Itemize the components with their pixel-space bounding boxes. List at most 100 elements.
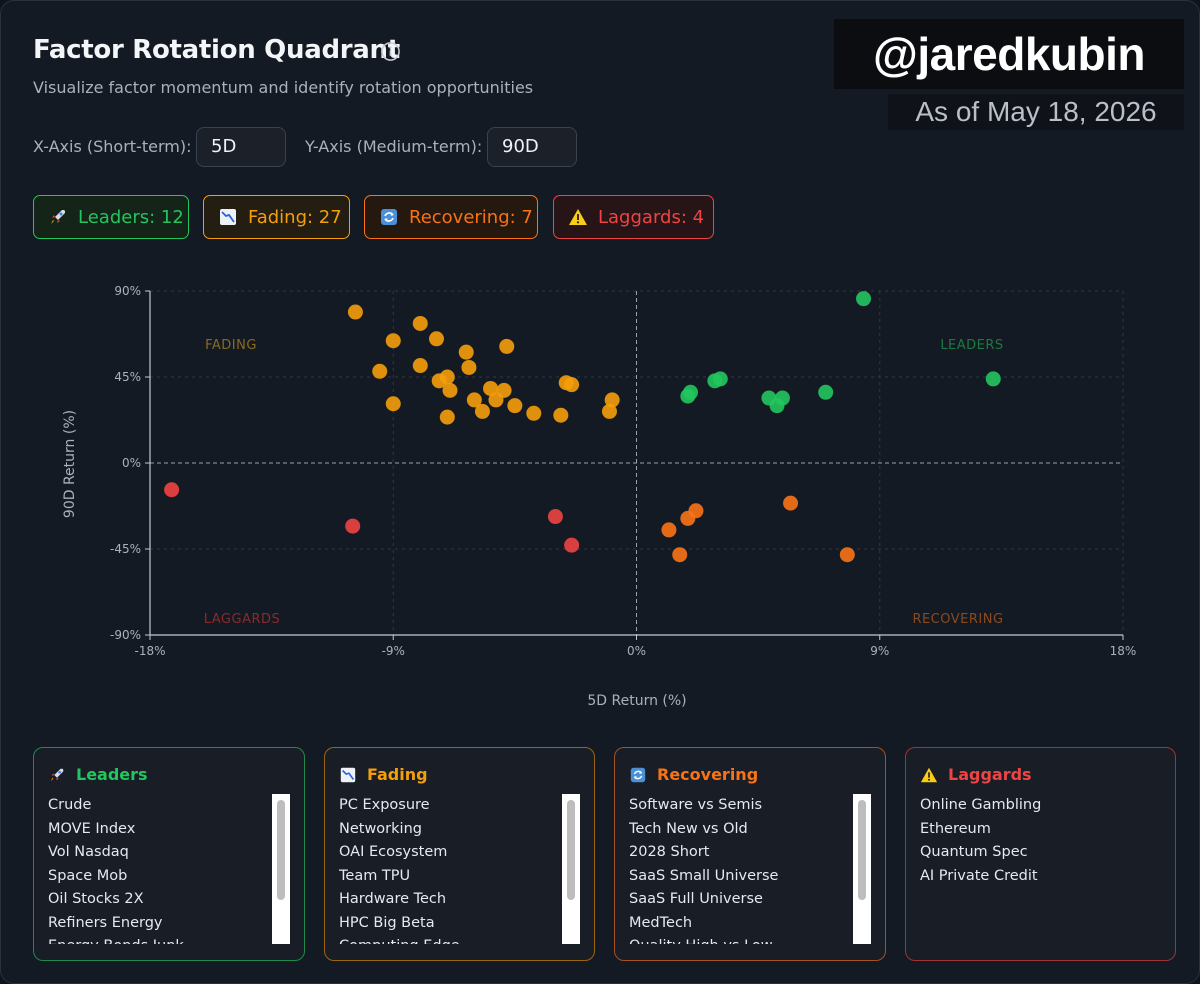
laggards-chip[interactable]: Laggards: 4 <box>553 195 714 239</box>
point-fading[interactable] <box>526 405 542 421</box>
quadrant-scatter-chart: FADING LEADERS LAGGARDS RECOVERING -18% -… <box>62 284 1136 709</box>
point-fading[interactable] <box>385 396 401 412</box>
list-item[interactable]: 2028 Short <box>629 844 710 860</box>
point-recovering[interactable] <box>680 510 696 526</box>
page-subtitle: Visualize factor momentum and identify r… <box>33 78 534 97</box>
x-axis-select[interactable]: 5D <box>196 127 286 167</box>
list-item[interactable]: PC Exposure <box>339 797 430 813</box>
list-item[interactable]: MOVE Index <box>48 820 136 837</box>
list-item[interactable]: Vol Nasdaq <box>48 844 129 860</box>
list-item[interactable]: Quantum Spec <box>920 844 1028 860</box>
point-fading[interactable] <box>385 333 401 349</box>
quadrant-label-leaders: LEADERS <box>940 338 1003 353</box>
fading-chip[interactable]: Fading: 27 <box>203 195 350 239</box>
list-item[interactable]: AI Private Credit <box>920 867 1038 884</box>
list-item[interactable]: Software vs Semis <box>629 797 763 813</box>
point-recovering[interactable] <box>661 522 677 538</box>
point-fading[interactable] <box>439 369 455 385</box>
axis-ticks: -18% -9% 0% 9% 18% 90% 45% 0% -45% -90% <box>110 284 1136 658</box>
quadrant-label-fading: FADING <box>205 338 257 353</box>
x-tick-label: -9% <box>382 644 405 658</box>
point-fading[interactable] <box>347 304 363 320</box>
point-fading[interactable] <box>488 392 504 408</box>
point-laggards[interactable] <box>345 518 361 534</box>
list-item[interactable]: Crude <box>48 797 92 813</box>
point-fading[interactable] <box>461 359 477 375</box>
point-fading[interactable] <box>439 409 455 425</box>
point-fading[interactable] <box>507 398 523 414</box>
point-fading[interactable] <box>412 358 428 374</box>
list-item[interactable]: OAI Ecosystem <box>339 844 448 860</box>
fading-list: PC Exposure Networking OAI Ecosystem Team T… <box>339 794 569 944</box>
fading-card-header: Fading <box>339 765 428 784</box>
refresh-icon <box>381 209 397 225</box>
point-fading[interactable] <box>474 403 490 419</box>
list-item[interactable]: Refiners Energy <box>48 914 163 931</box>
leaders-card-header: Leaders <box>48 765 148 784</box>
list-item[interactable]: SaaS Full Universe <box>629 891 763 907</box>
list-item[interactable]: Computing Edge <box>339 935 569 944</box>
point-fading[interactable] <box>553 407 569 423</box>
point-recovering[interactable] <box>672 547 688 563</box>
point-recovering[interactable] <box>783 495 799 511</box>
point-fading[interactable] <box>428 331 444 347</box>
point-leaders[interactable] <box>774 390 790 406</box>
fading-card-title: Fading <box>367 765 428 784</box>
x-tick-label: 0% <box>627 644 646 658</box>
list-item[interactable]: Team TPU <box>339 867 411 884</box>
point-laggards[interactable] <box>564 537 580 553</box>
list-item[interactable]: SaaS Small Universe <box>629 867 779 884</box>
point-fading[interactable] <box>601 403 617 419</box>
list-item[interactable]: Tech New vs Old <box>629 820 748 837</box>
list-item[interactable]: HPC Big Beta <box>339 914 435 931</box>
laggards-card-title: Laggards <box>948 765 1032 784</box>
y-axis-select[interactable]: 90D <box>487 127 577 167</box>
list-item[interactable]: Space Mob <box>48 867 128 884</box>
list-item[interactable]: Quality High vs Low <box>629 935 859 944</box>
list-item[interactable]: Ethereum <box>920 820 991 837</box>
info-icon[interactable] <box>380 41 401 62</box>
point-fading[interactable] <box>466 392 482 408</box>
point-recovering[interactable] <box>839 547 855 563</box>
point-fading[interactable] <box>442 382 458 398</box>
list-item[interactable]: MedTech <box>629 914 693 931</box>
point-fading[interactable] <box>499 338 515 354</box>
point-fading[interactable] <box>372 363 388 379</box>
leaders-scrollbar[interactable] <box>272 794 290 944</box>
list-item[interactable]: Oil Stocks 2X <box>48 891 144 907</box>
fading-chip-label: Fading: 27 <box>248 206 342 228</box>
chart-decreasing-icon <box>220 209 236 225</box>
recovering-chip[interactable]: Recovering: 7 <box>364 195 538 239</box>
leaders-chip[interactable]: Leaders: 12 <box>33 195 189 239</box>
point-leaders[interactable] <box>856 291 872 307</box>
point-leaders[interactable] <box>985 371 1001 387</box>
point-fading[interactable] <box>564 377 580 393</box>
rocket-icon <box>50 768 64 781</box>
fading-scrollbar[interactable] <box>562 794 580 944</box>
point-leaders[interactable] <box>818 384 834 400</box>
data-points <box>164 291 1001 563</box>
warning-icon <box>569 209 587 225</box>
chart-decreasing-icon <box>340 767 356 782</box>
refresh-icon <box>630 767 646 782</box>
point-fading[interactable] <box>458 344 474 360</box>
x-tick-label: -18% <box>134 644 165 658</box>
point-fading[interactable] <box>604 392 620 408</box>
list-item[interactable]: Online Gambling <box>920 797 1042 813</box>
recovering-scrollbar[interactable] <box>853 794 871 944</box>
leaders-list: Crude MOVE Index Vol Nasdaq Space Mob Oil St… <box>48 794 278 944</box>
point-fading[interactable] <box>483 380 499 396</box>
list-item[interactable]: Energy Bonds Junk <box>48 935 278 944</box>
point-leaders[interactable] <box>712 371 728 387</box>
point-laggards[interactable] <box>164 482 180 498</box>
x-axis-title: 5D Return (%) <box>587 693 686 709</box>
list-item[interactable]: Networking <box>339 820 422 837</box>
y-tick-label: 0% <box>122 456 141 470</box>
point-laggards[interactable] <box>547 509 563 525</box>
recovering-card-header: Recovering <box>629 765 758 784</box>
laggards-card-header: Laggards <box>920 765 1032 784</box>
list-item[interactable]: Hardware Tech <box>339 891 447 907</box>
point-leaders[interactable] <box>680 388 696 404</box>
point-fading[interactable] <box>412 315 428 331</box>
